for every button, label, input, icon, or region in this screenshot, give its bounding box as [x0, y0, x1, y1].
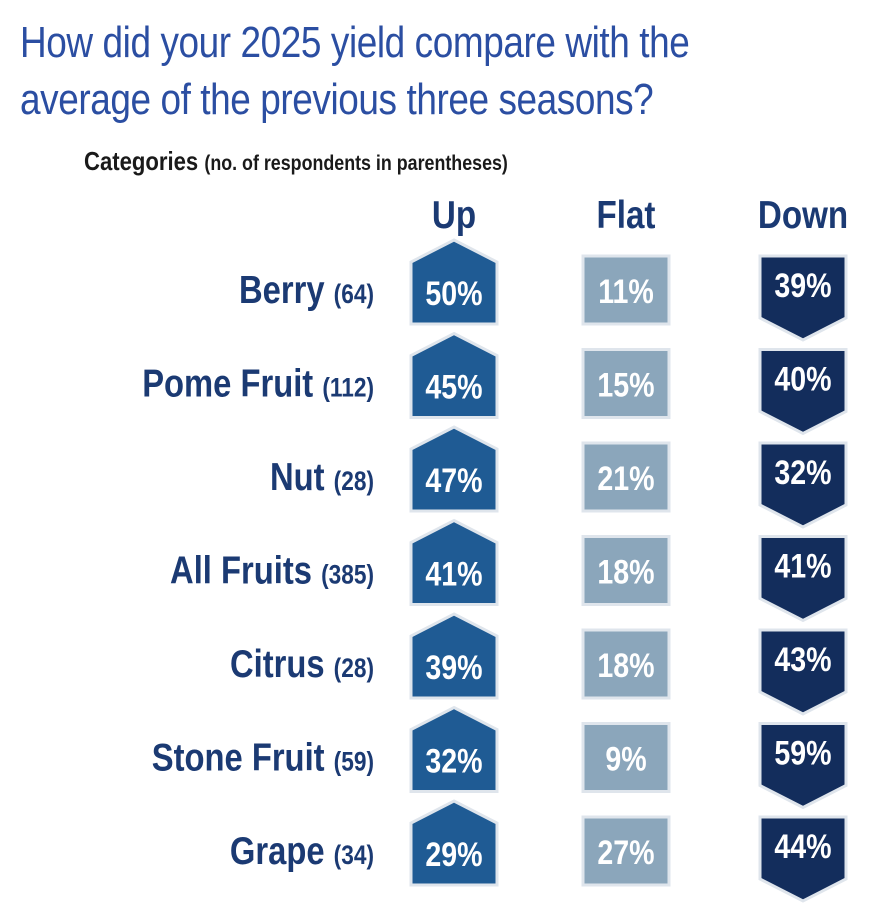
- row-label: Pome Fruit (112): [142, 361, 374, 405]
- column-header-flat: Flat: [596, 194, 656, 237]
- category-name: Stone Fruit: [152, 735, 334, 779]
- row-label: Nut (28): [270, 454, 374, 498]
- column-header-down: Down: [757, 194, 849, 237]
- subtitle-note: (no. of respondents in parentheses): [204, 152, 508, 175]
- subtitle-label: Categories: [84, 146, 199, 176]
- respondent-count: (64): [334, 279, 374, 309]
- flat-value: 21%: [597, 460, 654, 498]
- chart-title-line-2: average of the previous three seasons?: [20, 75, 654, 124]
- category-name: Berry: [239, 267, 334, 311]
- flat-shape: [581, 722, 671, 793]
- respondent-count: (34): [334, 840, 374, 870]
- up-shape: [409, 799, 499, 887]
- table-row: Pome Fruit (112) 45% 15% 40%: [142, 331, 848, 436]
- respondent-count: (28): [334, 653, 374, 683]
- up-shape: [409, 331, 499, 419]
- respondent-count: (112): [322, 373, 374, 403]
- down-shape: [758, 628, 848, 716]
- category-name: Pome Fruit: [142, 361, 322, 405]
- down-shape: [758, 815, 848, 903]
- flat-value: 15%: [597, 366, 654, 404]
- table-row: Stone Fruit (59) 32% 9% 59%: [152, 705, 848, 810]
- up-value: 47%: [425, 462, 482, 500]
- row-label: All Fruits (385): [170, 548, 374, 592]
- up-shape: [409, 238, 499, 326]
- up-value: 39%: [425, 649, 482, 687]
- flat-value: 27%: [597, 834, 654, 872]
- flat-shape: [581, 254, 671, 326]
- table-row: Grape (34) 29% 27% 44%: [230, 799, 848, 903]
- flat-shape: [581, 815, 671, 887]
- row-label: Grape (34): [230, 828, 374, 872]
- down-shape: [758, 254, 848, 342]
- up-shape: [409, 705, 499, 793]
- column-header-up: Up: [431, 194, 477, 237]
- flat-shape: [581, 535, 671, 606]
- up-value: 32%: [425, 742, 482, 780]
- up-value: 29%: [425, 836, 482, 874]
- up-value: 45%: [425, 368, 482, 406]
- flat-value: 9%: [605, 740, 646, 778]
- chart-subtitle: Categories (no. of respondents in parent…: [84, 146, 508, 177]
- category-name: All Fruits: [170, 548, 321, 592]
- down-value: 40%: [774, 360, 831, 398]
- down-shape: [758, 348, 848, 436]
- chart-title-line-1: How did your 2025 yield compare with the: [20, 18, 690, 67]
- down-value: 59%: [774, 734, 831, 772]
- table-row: All Fruits (385) 41% 18% 41%: [170, 518, 848, 623]
- respondent-count: (385): [321, 560, 374, 590]
- table-row: Citrus (28) 39% 18% 43%: [230, 612, 848, 716]
- up-shape: [409, 612, 499, 700]
- respondent-count: (28): [334, 466, 374, 496]
- flat-shape: [581, 441, 671, 513]
- flat-shape: [581, 628, 671, 700]
- up-shape: [409, 425, 499, 513]
- up-value: 41%: [425, 555, 482, 593]
- row-label: Citrus (28): [230, 641, 374, 685]
- flat-shape: [581, 348, 671, 419]
- chart-title: How did your 2025 yield compare with the…: [20, 14, 742, 128]
- down-shape: [758, 722, 848, 810]
- up-value: 50%: [425, 275, 482, 313]
- down-value: 43%: [774, 641, 831, 679]
- row-label: Berry (64): [239, 267, 374, 311]
- flat-value: 11%: [598, 273, 654, 311]
- up-shape: [409, 518, 499, 606]
- row-label: Stone Fruit (59): [152, 735, 374, 779]
- down-value: 32%: [774, 454, 831, 492]
- category-name: Nut: [270, 454, 334, 498]
- flat-value: 18%: [597, 647, 654, 685]
- category-name: Citrus: [230, 641, 334, 685]
- category-name: Grape: [230, 828, 334, 872]
- down-value: 44%: [774, 828, 831, 866]
- down-shape: [758, 441, 848, 529]
- table-row: Nut (28) 47% 21% 32%: [270, 425, 848, 529]
- respondent-count: (59): [334, 747, 374, 777]
- table-row: Berry (64) 50% 11% 39%: [239, 238, 848, 342]
- down-value: 39%: [774, 267, 831, 305]
- down-shape: [758, 535, 848, 623]
- down-value: 41%: [774, 547, 831, 585]
- flat-value: 18%: [597, 553, 654, 591]
